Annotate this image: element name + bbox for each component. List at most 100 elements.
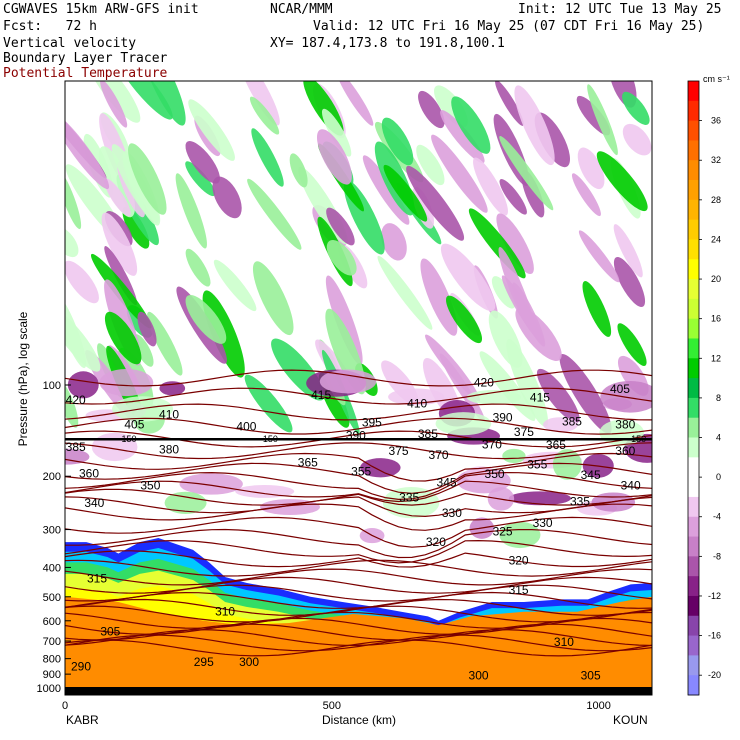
theta-label: 345 xyxy=(437,476,457,490)
vertical-velocity-cell xyxy=(185,141,220,184)
theta-label: 305 xyxy=(581,669,601,683)
theta-label: 405 xyxy=(124,417,144,431)
vertical-velocity-cell xyxy=(321,108,352,157)
vertical-velocity-cell xyxy=(406,165,465,241)
vertical-velocity-cell xyxy=(382,486,440,519)
theta-label: 315 xyxy=(87,571,107,585)
theta-label: 315 xyxy=(509,583,529,597)
colorbar-swatch xyxy=(688,655,699,676)
vertical-velocity-cell xyxy=(468,208,526,279)
vertical-velocity-cell xyxy=(596,151,648,212)
vertical-velocity-cell xyxy=(491,276,516,309)
colorbar-label: -20 xyxy=(708,670,721,680)
theta-label: 390 xyxy=(493,410,513,424)
vertical-velocity-cell xyxy=(164,491,207,515)
colorbar-label: 16 xyxy=(711,314,721,324)
colorbar-swatch xyxy=(688,140,699,161)
theta-contour xyxy=(65,611,652,629)
theta-contour xyxy=(65,539,652,564)
x-tick-label: 1000 xyxy=(586,700,610,712)
vertical-velocity-cell xyxy=(479,351,536,421)
theta-label: 365 xyxy=(298,455,318,469)
theta-label: 310 xyxy=(554,635,574,649)
theta-contour xyxy=(65,417,652,435)
y-tick-label: 300 xyxy=(43,525,61,537)
field-vertical-velocity: Vertical velocity xyxy=(3,36,137,51)
theta-label: 400 xyxy=(236,419,256,433)
y-tick-label: 600 xyxy=(43,616,61,628)
theta-contour xyxy=(65,387,652,405)
theta-label: 420 xyxy=(474,375,494,389)
y-tick-label: 1000 xyxy=(37,683,61,695)
theta-contour xyxy=(65,623,652,641)
theta-label: 330 xyxy=(442,506,462,520)
theta-label: 415 xyxy=(530,391,550,405)
vertical-velocity-cell xyxy=(185,161,216,197)
vertical-velocity-cell xyxy=(377,255,433,330)
vertical-velocity-cell xyxy=(251,128,284,187)
vertical-velocity-cell xyxy=(326,207,355,246)
vertical-velocity-cell xyxy=(435,412,492,436)
colorbar-swatch xyxy=(688,437,699,458)
theta-label: 320 xyxy=(426,535,446,549)
theta-contour xyxy=(65,639,652,657)
vertical-velocity-cell xyxy=(140,81,186,126)
colorbar-swatch xyxy=(688,318,699,339)
theta-label: 360 xyxy=(79,467,99,481)
theta-contour xyxy=(65,516,652,548)
theta-label: 310 xyxy=(215,605,235,619)
vertical-velocity-cell xyxy=(336,81,374,126)
theta-label: 380 xyxy=(615,417,635,431)
theta-contour xyxy=(65,568,652,586)
theta-label: 385 xyxy=(562,415,582,429)
colorbar-label: -12 xyxy=(708,591,721,601)
vertical-velocity-cell xyxy=(502,448,526,464)
y-tick-label: 200 xyxy=(43,471,61,483)
terrain xyxy=(65,687,652,695)
colorbar-swatch xyxy=(688,219,699,240)
theta-label: 385 xyxy=(418,427,438,441)
vertical-velocity-cell xyxy=(65,170,82,230)
vertical-velocity-cell xyxy=(289,153,308,188)
colorbar-label: 32 xyxy=(711,155,721,165)
vertical-velocity-cell xyxy=(440,243,496,312)
vertical-velocity-cell xyxy=(496,213,534,275)
end-station: KOUN xyxy=(613,713,648,727)
colorbar-swatch xyxy=(688,675,699,696)
vertical-velocity-cell xyxy=(420,258,458,336)
vertical-velocity-cell xyxy=(114,81,173,120)
colorbar-swatch xyxy=(688,477,699,498)
colorbar-swatch xyxy=(688,576,699,597)
vertical-velocity-cell xyxy=(440,110,485,164)
vertical-velocity-cell xyxy=(617,323,647,366)
vertical-velocity-cell xyxy=(238,81,280,126)
theta-contour xyxy=(65,576,652,594)
vertical-velocity-cell xyxy=(235,484,295,498)
theta-contour xyxy=(65,430,652,448)
vertical-velocity-cell xyxy=(85,81,141,123)
vertical-velocity-cell xyxy=(431,134,488,213)
theta-label: 335 xyxy=(399,490,419,504)
theta-contour xyxy=(65,629,652,647)
vertical-velocity-cell xyxy=(213,259,257,312)
y-tick-label: 700 xyxy=(43,636,61,648)
colorbar-label: 8 xyxy=(716,393,721,403)
colorbar-units: cm s⁻¹ xyxy=(703,74,730,84)
vertical-velocity-cell xyxy=(179,473,243,495)
vertical-velocity-cell xyxy=(388,388,445,406)
theta-label: 405 xyxy=(610,382,630,396)
vertical-velocity-cell xyxy=(559,354,612,434)
vertical-velocity-cell xyxy=(383,164,428,222)
colorbar-swatch xyxy=(688,298,699,320)
vertical-velocity-cell xyxy=(360,458,401,478)
theta-label: 415 xyxy=(311,388,331,402)
y-tick-label: 900 xyxy=(43,669,61,681)
vertical-velocity-cell xyxy=(416,144,445,186)
theta-label: 390 xyxy=(346,429,366,443)
vertical-velocity-cell xyxy=(499,179,527,215)
vertical-velocity-cell xyxy=(100,81,128,128)
vertical-velocity-cell xyxy=(498,247,536,335)
y-tick-label: 500 xyxy=(43,592,61,604)
colorbar-swatch xyxy=(688,615,699,637)
cross-section-endpoints: XY= 187.4,173.8 to 191.8,100.1 xyxy=(270,36,505,51)
